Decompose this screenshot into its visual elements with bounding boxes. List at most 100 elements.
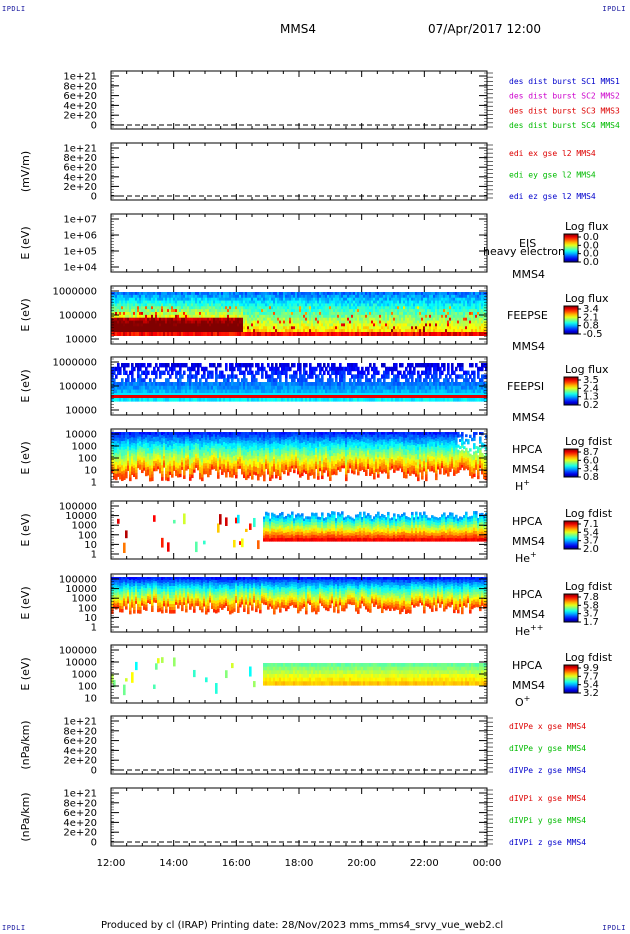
heat-cell [331,323,334,327]
heat-cell [207,317,210,322]
heat-cell [457,326,460,330]
heat-cell [387,317,390,322]
heat-cell [125,332,128,336]
heat-cell [309,326,312,330]
heat-cell [387,303,390,307]
heat-cell [373,309,376,313]
heat-cell [399,306,402,310]
heat-cell [403,332,406,336]
heat-cell [265,332,268,336]
heat-cell [235,374,238,379]
heat-cell [443,303,446,307]
heat-cell [453,312,456,316]
heat-cell [279,300,282,305]
heat-cell [365,294,368,299]
heat-cell [221,306,224,310]
heat-cell [383,292,386,296]
heat-cell [163,303,166,307]
heat-cell [205,320,208,325]
heat-cell [431,306,434,310]
heat-cell [315,303,318,307]
heat-cell [239,292,242,296]
heat-cell [223,294,226,299]
heat-cell [135,292,138,296]
heat-cell [175,309,178,313]
heat-cell [431,314,434,319]
heat-cell [237,332,240,336]
heat-cell [409,366,412,372]
heat-cell [329,309,332,313]
heat-cell [253,323,256,327]
heat-cell [143,292,146,296]
heat-cell [277,297,280,302]
heat-cell [187,320,190,325]
heat-cell [349,294,352,299]
heat-cell [123,326,126,330]
heat-cell [155,389,158,394]
heat-cell [419,332,422,336]
heat-cell [249,323,252,327]
heat-cell [213,320,216,325]
heat-cell [275,317,278,322]
heat-cell [209,300,212,305]
heat-cell [193,300,196,305]
heat-cell [427,317,430,322]
heat-cell [377,294,380,299]
heat-cell [177,297,180,302]
heat-cell [467,297,470,302]
heat-cell [111,395,114,398]
heat-cell [441,370,444,375]
heat-cell [243,317,246,322]
heat-cell [423,303,426,307]
heat-cell [339,292,342,296]
heat-cell [151,370,154,375]
heat-cell [185,309,188,313]
heat-cell [345,303,348,307]
heat-cell [285,292,288,296]
heat-cell [311,320,314,325]
heat-cell [311,317,314,322]
heat-cell [271,297,274,302]
heat-cell [349,314,352,319]
heat-cell [139,374,142,379]
heat-cell [217,294,220,299]
heat-cell [453,326,456,330]
heat-cell [457,294,460,299]
y-tick-label: 2e+20 [63,182,97,193]
heat-cell [415,329,418,333]
heat-cell [209,326,212,330]
heat-cell [289,294,292,299]
heat-cell [283,294,286,299]
heat-cell [229,306,232,310]
heat-cell [409,303,412,307]
heat-cell [171,306,174,310]
heat-cell [147,314,150,319]
heat-cell [369,306,372,310]
heat-cell [391,332,394,336]
heat-cell [239,303,242,307]
heat-cell [161,294,164,299]
heat-cell [133,292,136,296]
heat-cell [287,309,290,313]
heat-cell [237,329,240,333]
heat-cell [143,395,146,398]
heat-cell [221,314,224,319]
heat-cell [179,370,182,375]
heat-cell [223,374,226,379]
heat-cell [139,395,142,398]
heat-cell [159,306,162,310]
heat-cell [319,317,322,322]
heat-cell [291,320,294,325]
heat-cell [429,303,432,307]
heat-cell [465,317,468,322]
heat-cell [335,323,338,327]
heat-cell [125,312,128,316]
heat-cell [249,314,252,319]
heat-cell [139,323,142,327]
heat-cell [331,300,334,305]
heat-cell [143,382,146,387]
heat-cell [431,294,434,299]
heat-cell [217,323,220,327]
heat-cell [365,297,368,302]
heat-cell [443,329,446,333]
